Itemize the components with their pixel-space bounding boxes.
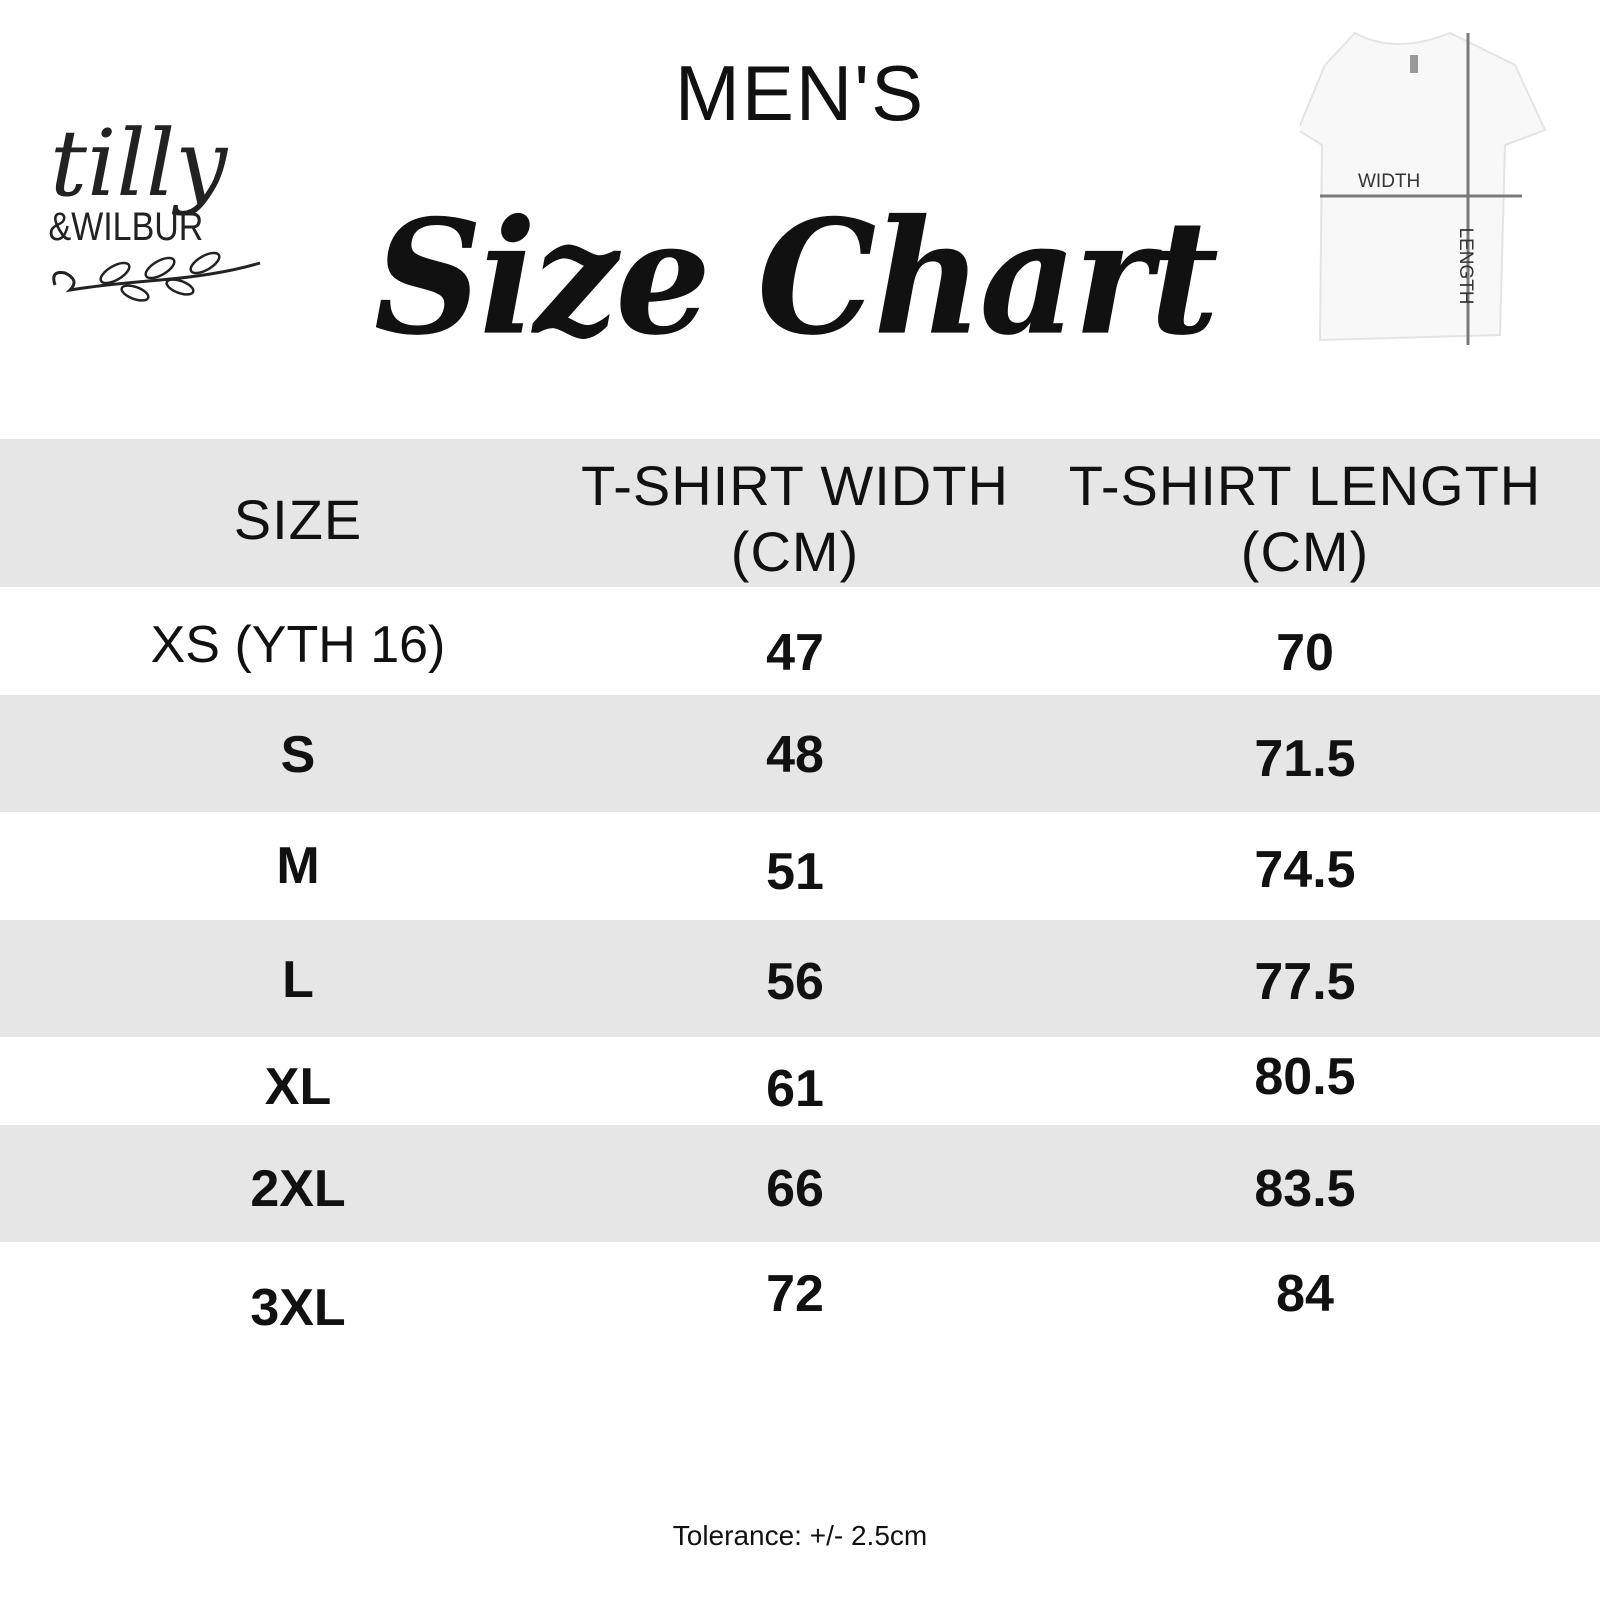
tshirt-icon [1296, 31, 1547, 342]
cell-length: 71.5 [1254, 730, 1356, 788]
cell-size: 2XL [250, 1160, 346, 1218]
width-label: WIDTH [1358, 171, 1421, 192]
table-row: 2XL 66 83.5 [0, 1125, 1600, 1242]
tolerance-note: Tolerance: +/- 2.5cm [672, 1520, 928, 1551]
header-width: T-SHIRT WIDTH (CM) [581, 454, 1009, 583]
cell-width: 51 [766, 843, 824, 901]
cell-size: M [276, 837, 320, 895]
table-row: L 56 77.5 [0, 920, 1600, 1037]
cell-length: 74.5 [1254, 841, 1356, 899]
cell-size: 3XL [250, 1279, 346, 1337]
table-header: SIZE T-SHIRT WIDTH (CM) T-SHIRT LENGTH (… [0, 439, 1600, 587]
table-row: XL 61 80.5 [0, 1037, 1600, 1125]
brand-logo: tilly &WILBUR [40, 85, 270, 315]
cell-width: 48 [766, 726, 824, 784]
page-title: Size Chart [373, 185, 1219, 371]
header-length: T-SHIRT LENGTH (CM) [1068, 454, 1542, 583]
cell-width: 66 [766, 1160, 824, 1218]
svg-text:tilly: tilly [50, 110, 228, 217]
table-row: XS (YTH 16) 47 70 [0, 587, 1600, 695]
table-row: M 51 74.5 [0, 812, 1600, 920]
cell-width: 61 [766, 1060, 824, 1118]
cell-width: 72 [766, 1265, 824, 1323]
table-row: 3XL 72 84 [0, 1242, 1600, 1350]
length-label: LENGTH [1455, 227, 1476, 305]
cell-width: 47 [766, 624, 824, 682]
cell-length: 80.5 [1254, 1048, 1356, 1106]
header-size: SIZE [233, 488, 363, 551]
cell-length: 84 [1276, 1265, 1334, 1323]
table-row: S 48 71.5 [0, 695, 1600, 812]
cell-size: XS (YTH 16) [150, 616, 446, 674]
tshirt-measurement-diagram: WIDTH LENGTH [1296, 25, 1550, 350]
cell-size: S [280, 726, 316, 784]
cell-width: 56 [766, 953, 824, 1011]
cell-length: 70 [1276, 624, 1334, 682]
cell-size: XL [264, 1058, 332, 1116]
cell-length: 77.5 [1254, 953, 1356, 1011]
svg-text:&WILBUR: &WILBUR [49, 203, 204, 248]
cell-size: L [282, 951, 314, 1009]
cell-length: 83.5 [1254, 1160, 1356, 1218]
page-subtitle: MEN'S [674, 49, 926, 137]
